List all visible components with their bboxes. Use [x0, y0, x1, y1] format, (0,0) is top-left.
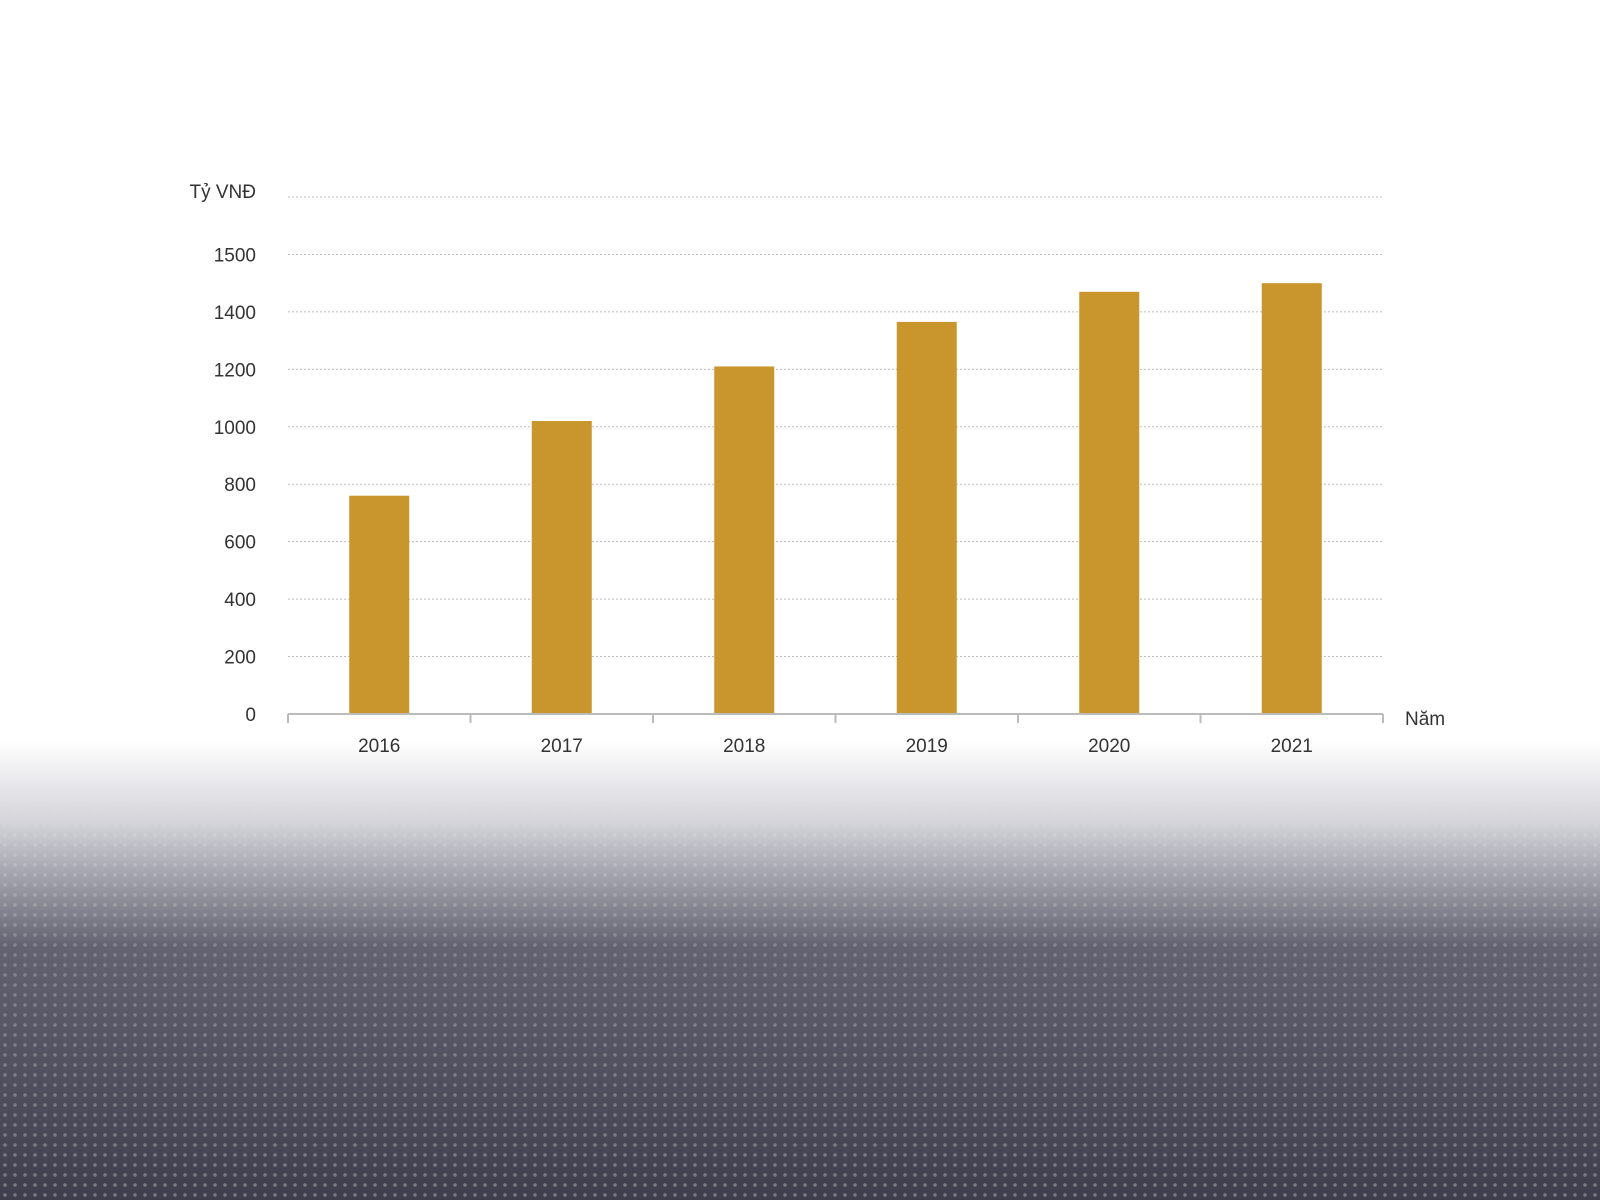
y-tick-label: 800: [224, 475, 256, 496]
y-tick-label: 1000: [214, 418, 256, 439]
y-tick-label: 1200: [214, 360, 256, 381]
y-tick-label: 200: [224, 648, 256, 669]
bar-2018: [714, 366, 775, 714]
bar-2019: [896, 321, 957, 714]
y-tick-label: 0: [245, 705, 256, 726]
x-tick-label: 2016: [358, 736, 400, 757]
x-tick-label: 2019: [906, 736, 948, 757]
world-map-background: [0, 740, 1600, 1200]
world-map-dots: [0, 740, 1600, 1200]
x-tick-label: 2018: [723, 736, 765, 757]
x-tick-label: 2017: [541, 736, 583, 757]
y-axis-label: Tỷ VNĐ: [190, 182, 257, 203]
bar-2020: [1079, 291, 1140, 714]
y-tick-label: 600: [224, 533, 256, 554]
bar-2016: [349, 495, 410, 714]
bar-2021: [1261, 283, 1322, 714]
bar-2017: [531, 421, 592, 714]
y-tick-label: 1400: [214, 303, 256, 324]
y-tick-label: 400: [224, 590, 256, 611]
y-tick-label: 1500: [214, 245, 256, 266]
x-tick-label: 2020: [1088, 736, 1130, 757]
x-axis-label: Năm: [1405, 709, 1445, 730]
x-tick-label: 2021: [1271, 736, 1313, 757]
